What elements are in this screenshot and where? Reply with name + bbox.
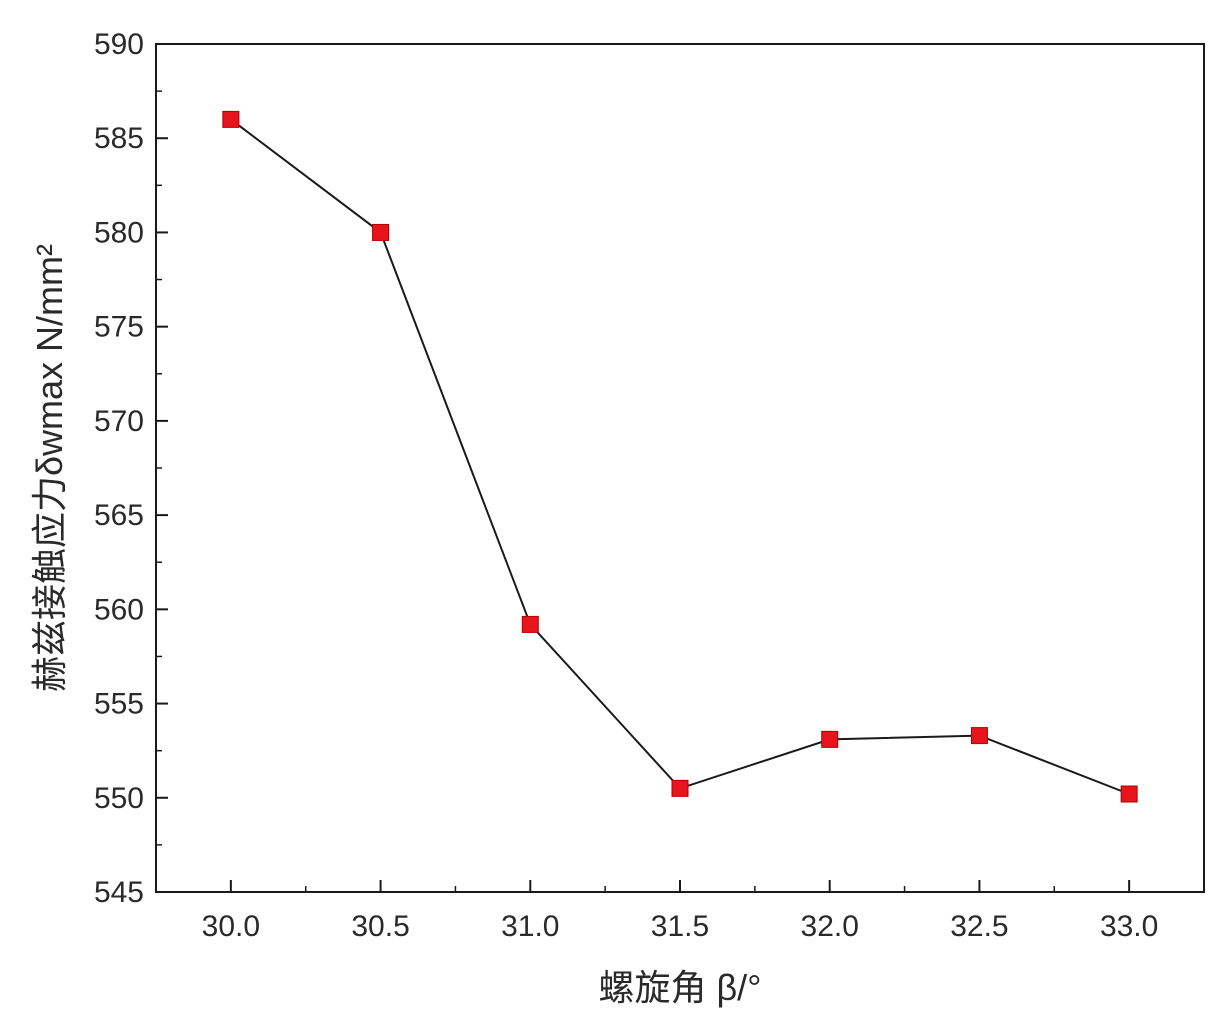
y-tick-label: 585 xyxy=(94,122,144,155)
y-tick-label: 580 xyxy=(94,216,144,249)
data-point-marker xyxy=(222,110,240,128)
data-point-marker xyxy=(521,615,539,633)
tick-labels: 545 550 555 560 565 570 575 580 585 590 30.0 30.5 31… xyxy=(94,28,1158,943)
data-point-marker xyxy=(1120,785,1138,803)
x-axis-title: 螺旋角 β/° xyxy=(598,967,761,1008)
y-tick-label: 590 xyxy=(94,28,144,61)
series-line xyxy=(230,118,1130,795)
y-axis-title: 赫兹接触应力δwmax N/mm² xyxy=(29,244,70,692)
x-tick-label: 30.5 xyxy=(351,910,409,943)
data-point-marker xyxy=(372,223,390,241)
x-tick-label: 30.0 xyxy=(202,910,260,943)
data-point-marker xyxy=(671,779,689,797)
x-tick-label: 31.5 xyxy=(651,910,709,943)
y-tick-label: 555 xyxy=(94,688,144,721)
data-point-marker xyxy=(970,727,988,745)
y-tick-label: 560 xyxy=(94,593,144,626)
plot-frame xyxy=(155,43,1205,893)
x-tick-label: 31.0 xyxy=(501,910,559,943)
y-tick-label: 565 xyxy=(94,499,144,532)
axes xyxy=(155,43,1205,893)
y-tick-label: 575 xyxy=(94,311,144,344)
x-tick-label: 32.5 xyxy=(950,910,1008,943)
y-tick-label: 550 xyxy=(94,782,144,815)
data-point-marker xyxy=(821,730,839,748)
x-tick-label: 32.0 xyxy=(801,910,859,943)
data-series xyxy=(222,110,1138,803)
y-tick-label: 570 xyxy=(94,405,144,438)
x-tick-label: 33.0 xyxy=(1100,910,1158,943)
tick-marks xyxy=(156,43,1131,893)
y-tick-label: 545 xyxy=(94,876,144,909)
